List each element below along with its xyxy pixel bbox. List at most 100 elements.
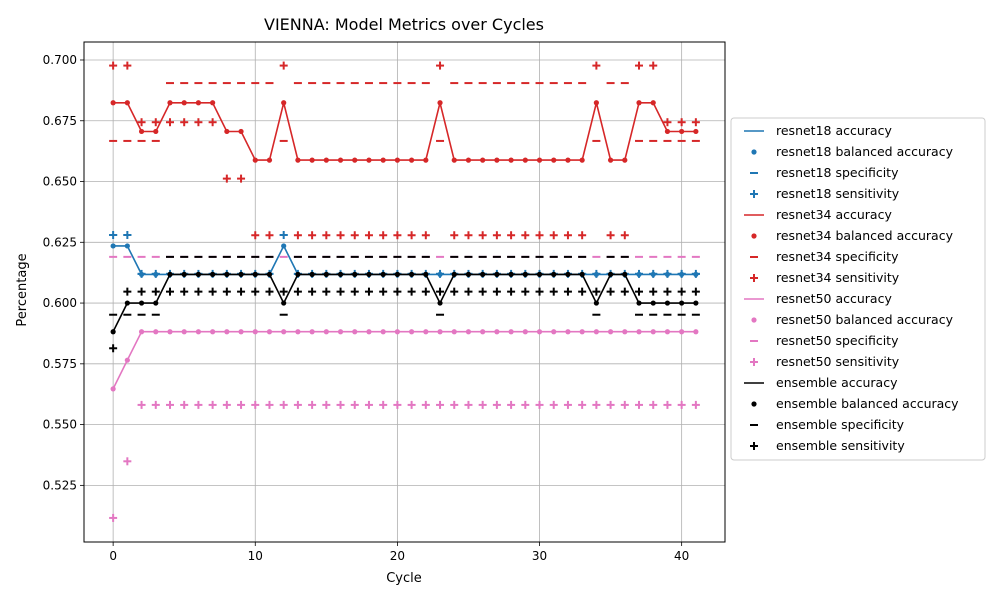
balanced-accuracy-point [153, 300, 159, 306]
sensitivity-marker [407, 287, 416, 296]
balanced-accuracy-point [593, 271, 599, 277]
legend-dot-swatch [751, 317, 757, 323]
balanced-accuracy-point [593, 329, 599, 335]
sensitivity-marker [450, 400, 459, 409]
balanced-accuracy-point [593, 300, 599, 306]
sensitivity-marker [293, 287, 302, 296]
balanced-accuracy-point [138, 128, 145, 135]
sensitivity-marker [336, 287, 345, 296]
balanced-accuracy-point [579, 271, 585, 277]
sensitivity-marker [279, 230, 288, 239]
sensitivity-marker [165, 118, 174, 127]
sensitivity-marker [208, 400, 217, 409]
sensitivity-marker [222, 174, 231, 183]
sensitivity-marker [635, 400, 644, 409]
balanced-accuracy-point [636, 271, 642, 277]
balanced-accuracy-point [536, 157, 543, 163]
legend-label: resnet18 balanced accuracy [776, 144, 954, 159]
balanced-accuracy-point [522, 271, 528, 277]
sensitivity-marker [265, 400, 274, 409]
balanced-accuracy-point [153, 271, 159, 277]
sensitivity-marker [393, 287, 402, 296]
sensitivity-marker [436, 287, 445, 296]
y-tick-label: 0.650 [43, 175, 77, 189]
model-series [109, 61, 700, 240]
balanced-accuracy-point [281, 300, 287, 306]
sensitivity-marker [407, 400, 416, 409]
legend-dot-swatch [751, 233, 757, 239]
sensitivity-marker [237, 400, 246, 409]
sensitivity-marker [649, 61, 658, 70]
balanced-accuracy-point [437, 100, 443, 106]
balanced-accuracy-point [636, 300, 642, 306]
sensitivity-marker [492, 231, 501, 240]
sensitivity-marker [208, 118, 217, 127]
legend-label: resnet18 accuracy [776, 123, 892, 138]
accuracy-line [113, 244, 696, 276]
balanced-accuracy-point [607, 157, 614, 163]
sensitivity-marker [293, 400, 302, 409]
balanced-accuracy-point [679, 329, 685, 335]
sensitivity-marker [750, 358, 758, 366]
balanced-accuracy-point [295, 157, 301, 163]
sensitivity-marker [251, 287, 260, 296]
sensitivity-marker [194, 287, 203, 296]
balanced-accuracy-point [281, 100, 287, 106]
balanced-accuracy-point [252, 329, 258, 335]
sensitivity-marker [478, 400, 487, 409]
sensitivity-marker [592, 400, 601, 409]
sensitivity-marker [606, 231, 615, 240]
legend-entry: resnet34 sensitivity [750, 270, 900, 285]
sensitivity-marker [635, 287, 644, 296]
balanced-accuracy-point [508, 157, 514, 163]
legend-entry: resnet50 specificity [750, 333, 899, 348]
balanced-accuracy-point [281, 329, 287, 335]
legend-entry: resnet50 sensitivity [750, 354, 900, 369]
balanced-accuracy-point [494, 329, 500, 335]
balanced-accuracy-point [409, 157, 415, 163]
sensitivity-marker [279, 61, 288, 70]
legend-entry: ensemble accuracy [744, 375, 898, 390]
balanced-accuracy-point [224, 329, 230, 335]
sensitivity-marker [151, 400, 160, 409]
balanced-accuracy-point [366, 157, 372, 163]
sensitivity-marker [336, 400, 345, 409]
balanced-accuracy-point [423, 157, 429, 163]
sensitivity-marker [549, 231, 558, 240]
sensitivity-marker [649, 287, 658, 296]
sensitivity-marker [109, 61, 118, 70]
balanced-accuracy-point [352, 329, 358, 335]
sensitivity-marker [308, 400, 317, 409]
sensitivity-marker [308, 231, 317, 240]
sensitivity-marker [563, 400, 572, 409]
sensitivity-marker [421, 287, 430, 296]
sensitivity-marker [237, 287, 246, 296]
legend: resnet18 accuracy resnet18 balanced accur… [730, 117, 986, 461]
sensitivity-marker [421, 231, 430, 240]
plot-area [109, 61, 700, 522]
balanced-accuracy-point [153, 329, 159, 335]
sensitivity-marker [151, 287, 160, 296]
balanced-accuracy-point [494, 271, 500, 277]
sensitivity-marker [109, 344, 118, 353]
balanced-accuracy-point [480, 271, 486, 277]
balanced-accuracy-point [679, 128, 685, 135]
sensitivity-marker [663, 118, 672, 127]
sensitivity-marker [322, 231, 331, 240]
legend-label: resnet50 specificity [776, 333, 899, 348]
sensitivity-marker [109, 513, 118, 522]
sensitivity-marker [251, 400, 260, 409]
balanced-accuracy-point [437, 300, 443, 306]
sensitivity-marker [180, 287, 189, 296]
sensitivity-marker [251, 231, 260, 240]
balanced-accuracy-point [465, 271, 472, 277]
sensitivity-marker [436, 400, 445, 409]
grid [84, 42, 725, 542]
legend-entry: ensemble specificity [750, 417, 905, 432]
balanced-accuracy-point [323, 271, 329, 277]
sensitivity-marker [535, 287, 544, 296]
balanced-accuracy-point [536, 329, 543, 335]
sensitivity-marker [464, 231, 473, 240]
balanced-accuracy-point [636, 100, 642, 106]
